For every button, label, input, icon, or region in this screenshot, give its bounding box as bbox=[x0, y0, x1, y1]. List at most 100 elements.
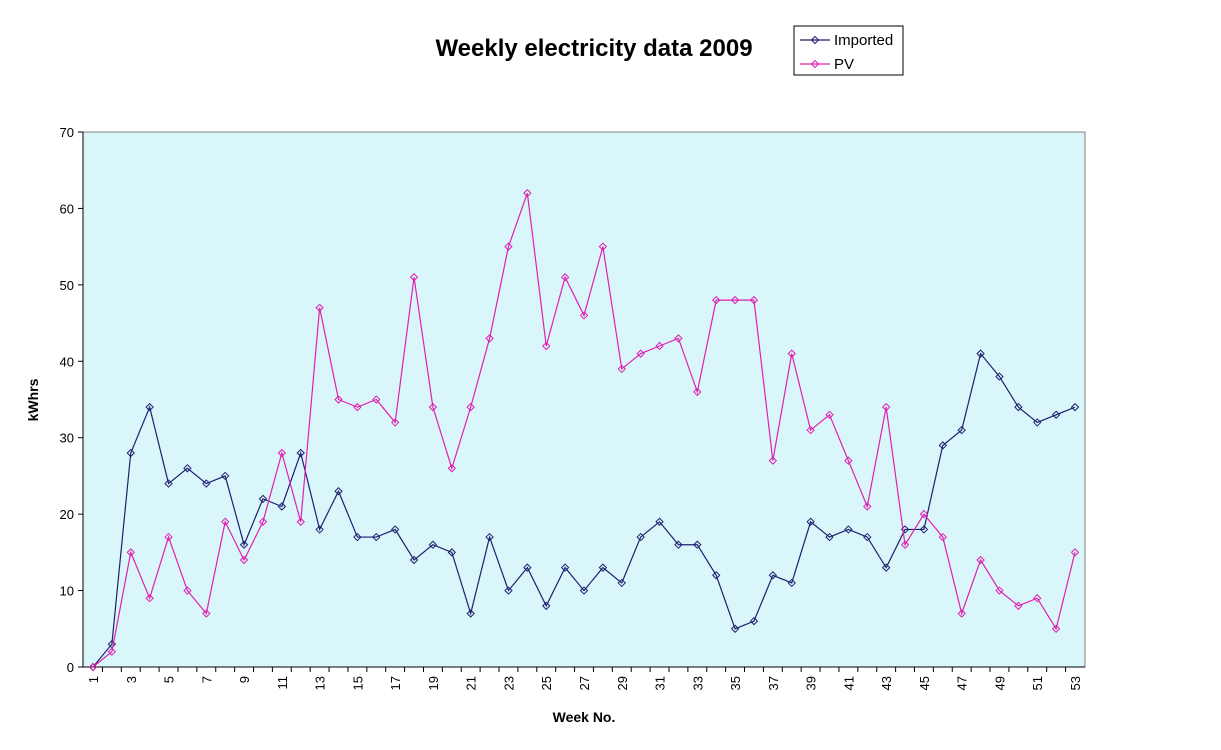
data-point-pv bbox=[258, 517, 268, 526]
data-point-pv bbox=[447, 464, 457, 473]
data-point-imported bbox=[353, 532, 362, 542]
x-axis: 1 3 5 7 9 11 13 15 17 19 21 23 25 27 29 31 33 35 37 39 41 43 4… bbox=[83, 666, 1085, 690]
series-layer bbox=[88, 188, 1080, 672]
x-tick-label: 47 bbox=[955, 676, 970, 690]
x-tick-label: 27 bbox=[577, 676, 592, 690]
x-tick-label: 17 bbox=[388, 676, 403, 690]
data-point-imported bbox=[655, 517, 664, 526]
data-point-imported bbox=[787, 578, 796, 588]
series-line-pv bbox=[92, 192, 1076, 668]
data-point-imported bbox=[560, 563, 570, 572]
data-point-imported bbox=[617, 578, 626, 588]
data-point-imported bbox=[428, 540, 438, 549]
data-point-pv bbox=[674, 334, 683, 343]
y-tick-label: 60 bbox=[60, 201, 74, 216]
data-point-imported bbox=[579, 586, 589, 595]
x-tick-label: 21 bbox=[464, 676, 479, 690]
data-point-imported bbox=[164, 479, 173, 488]
legend-marker-pv bbox=[810, 59, 820, 69]
data-point-pv bbox=[957, 609, 966, 618]
y-axis: 0 10 20 30 40 50 60 70 bbox=[60, 125, 84, 675]
data-point-pv bbox=[107, 647, 117, 656]
x-tick-label: 35 bbox=[728, 676, 743, 690]
data-point-imported bbox=[693, 540, 702, 549]
data-point-pv bbox=[1014, 601, 1023, 611]
data-point-pv bbox=[1051, 624, 1061, 633]
data-point-pv bbox=[409, 273, 419, 282]
data-point-imported bbox=[239, 540, 249, 549]
data-point-pv bbox=[693, 387, 702, 397]
data-point-pv bbox=[504, 242, 513, 251]
x-tick-label: 33 bbox=[690, 676, 705, 690]
x-tick-label: 25 bbox=[539, 676, 554, 690]
legend-label-pv: PV bbox=[834, 56, 854, 73]
data-point-imported bbox=[145, 402, 154, 412]
data-point-pv bbox=[88, 662, 98, 672]
data-point-pv bbox=[768, 456, 778, 465]
data-point-pv bbox=[749, 295, 759, 305]
data-point-imported bbox=[1051, 410, 1061, 419]
y-tick-label: 50 bbox=[60, 278, 74, 293]
x-tick-label: 39 bbox=[804, 676, 819, 690]
data-point-pv bbox=[806, 425, 815, 435]
x-tick-label: 3 bbox=[124, 676, 139, 683]
legend-box bbox=[793, 25, 904, 76]
data-point-imported bbox=[938, 441, 948, 450]
data-point-pv bbox=[164, 532, 173, 542]
data-point-imported bbox=[1014, 402, 1023, 412]
data-point-imported bbox=[768, 571, 778, 580]
data-point-imported bbox=[277, 502, 287, 511]
data-point-pv bbox=[598, 242, 608, 251]
data-point-pv bbox=[183, 586, 192, 595]
y-tick-label: 20 bbox=[60, 507, 74, 522]
data-point-pv bbox=[730, 295, 740, 305]
x-tick-label: 23 bbox=[501, 676, 516, 690]
data-point-pv bbox=[239, 555, 249, 565]
data-point-pv bbox=[220, 517, 230, 526]
data-point-imported bbox=[447, 548, 457, 557]
x-tick-label: 53 bbox=[1068, 676, 1083, 690]
data-point-pv bbox=[277, 448, 287, 458]
data-point-pv bbox=[315, 303, 324, 312]
data-point-pv bbox=[428, 402, 438, 412]
x-tick-label: 29 bbox=[615, 676, 630, 690]
series-line-imported bbox=[92, 352, 1076, 668]
y-tick-label: 30 bbox=[60, 431, 74, 446]
data-point-imported bbox=[749, 616, 759, 626]
x-tick-label: 5 bbox=[162, 676, 177, 683]
data-point-pv bbox=[579, 311, 589, 320]
x-tick-label: 49 bbox=[992, 676, 1007, 690]
data-point-pv bbox=[560, 273, 570, 282]
data-point-imported bbox=[220, 471, 230, 481]
data-point-imported bbox=[976, 349, 985, 358]
x-axis-title: Week No. bbox=[553, 709, 616, 725]
x-tick-label: 45 bbox=[917, 676, 932, 690]
x-tick-label: 31 bbox=[653, 676, 668, 690]
data-point-pv bbox=[145, 594, 154, 603]
data-point-pv bbox=[1070, 548, 1080, 557]
data-point-pv bbox=[617, 364, 626, 374]
y-tick-label: 70 bbox=[60, 125, 74, 140]
data-point-pv bbox=[334, 395, 343, 404]
data-point-imported bbox=[1033, 418, 1042, 427]
data-point-pv bbox=[825, 410, 834, 419]
data-point-imported bbox=[636, 532, 645, 542]
data-point-imported bbox=[730, 624, 740, 633]
data-point-pv bbox=[485, 334, 494, 343]
data-point-pv bbox=[636, 349, 645, 358]
data-point-imported bbox=[183, 464, 192, 473]
data-point-pv bbox=[844, 456, 853, 465]
data-point-pv bbox=[938, 532, 948, 542]
data-point-imported bbox=[598, 563, 608, 572]
data-point-pv bbox=[542, 341, 551, 351]
data-point-imported bbox=[296, 448, 305, 458]
data-point-imported bbox=[485, 532, 494, 542]
data-point-pv bbox=[787, 349, 796, 358]
data-point-imported bbox=[1070, 402, 1080, 412]
data-point-pv bbox=[711, 295, 721, 305]
data-point-pv bbox=[919, 509, 929, 519]
x-tick-label: 11 bbox=[275, 676, 290, 690]
data-point-imported bbox=[390, 525, 400, 534]
data-point-imported bbox=[542, 601, 551, 611]
